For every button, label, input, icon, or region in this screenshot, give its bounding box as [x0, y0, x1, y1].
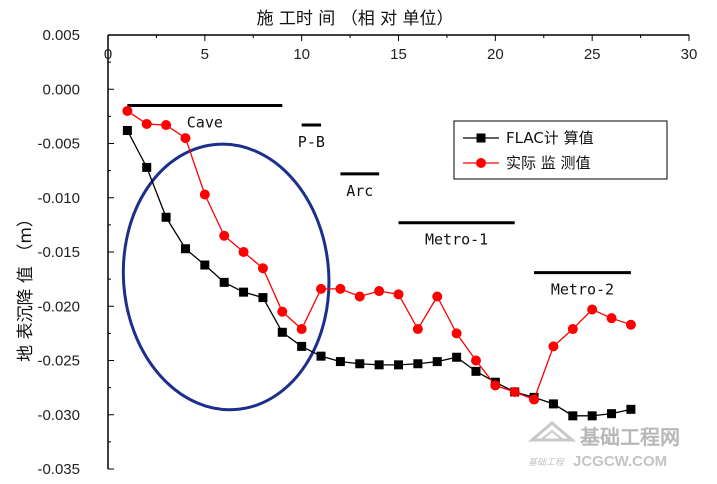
phase-label: Metro-2 [551, 281, 614, 299]
series-2 [122, 105, 636, 405]
y-tick-label: -0.005 [37, 136, 80, 153]
x-tick-label: 10 [293, 46, 310, 63]
data-point [296, 324, 307, 335]
data-series [122, 105, 636, 421]
watermark-logo-icon [527, 421, 577, 442]
data-point [567, 324, 578, 335]
legend-label: FLAC计 算值 [506, 129, 594, 147]
data-point [354, 291, 365, 302]
annotation-ellipse-group [121, 142, 331, 412]
data-point [393, 289, 404, 300]
watermark-title: 基础工程网 [580, 425, 680, 449]
data-point [394, 360, 403, 370]
data-point [180, 244, 190, 254]
data-point [277, 306, 288, 317]
phase-label: Cave [187, 114, 223, 132]
data-point [529, 394, 540, 405]
y-tick-label: -0.035 [37, 461, 80, 478]
watermark-small: 基础工程 [528, 457, 565, 468]
data-point [257, 263, 268, 274]
data-point [412, 324, 423, 335]
phase-label: Metro-1 [425, 231, 488, 249]
data-point [199, 189, 210, 200]
legend-marker [476, 133, 486, 143]
x-tick-label: 0 [104, 46, 112, 63]
data-point [161, 212, 171, 222]
data-point [297, 341, 307, 351]
data-point [316, 351, 326, 361]
data-point [258, 293, 268, 303]
data-point [374, 360, 384, 370]
data-point [200, 260, 210, 270]
data-point [452, 352, 462, 362]
data-point [413, 359, 423, 369]
data-point [141, 118, 152, 129]
watermark: 基础工程网 基础工程 JCGCW.COM [527, 421, 680, 470]
data-point [625, 319, 636, 330]
y-tick-label: 0.000 [42, 81, 80, 98]
x-tick-label: 15 [390, 46, 407, 63]
y-tick-label: -0.030 [37, 407, 80, 424]
data-point [548, 341, 559, 352]
data-point [238, 247, 249, 257]
data-point [219, 230, 230, 241]
data-point [451, 328, 462, 339]
data-point [277, 327, 287, 337]
data-point [335, 357, 345, 367]
data-point [335, 283, 346, 294]
data-point [219, 277, 229, 287]
data-point [122, 125, 132, 135]
data-point [432, 291, 443, 302]
data-point [626, 404, 636, 414]
data-point [316, 283, 327, 294]
construction-phases: Cave P-B Arc Metro-1 Metro-2 [127, 104, 631, 299]
phase-label: P-B [298, 133, 325, 151]
y-axis-title: 地 表沉降 值 （m） [16, 210, 36, 362]
x-tick-label: 5 [201, 46, 209, 63]
data-point [548, 399, 558, 409]
watermark-url: JCGCW.COM [573, 453, 667, 470]
data-point [355, 359, 365, 369]
y-tick-label: -0.010 [37, 190, 80, 207]
data-point [470, 355, 481, 366]
data-point [471, 366, 481, 376]
data-point [239, 287, 249, 297]
data-point [122, 105, 133, 116]
annotation-ellipse [121, 142, 331, 412]
data-point [180, 133, 191, 144]
phase-label: Arc [346, 182, 373, 200]
data-point [568, 411, 578, 421]
data-point [490, 380, 501, 391]
data-point [432, 357, 442, 367]
y-tick-label: 0.005 [42, 27, 80, 44]
legend-marker [476, 158, 486, 168]
axes: 0 5 10 15 20 25 30 0.005 0.000 -0.005 -0.010 -0.015… [37, 27, 697, 478]
y-tick-label: -0.025 [37, 353, 80, 370]
x-tick-label: 25 [584, 46, 601, 63]
data-point [161, 120, 172, 131]
legend-box [453, 120, 668, 180]
data-point [587, 304, 598, 315]
data-point [587, 411, 597, 421]
y-tick-label: -0.015 [37, 244, 80, 261]
x-axis-title: 施 工时 间 （相 对 单位） [256, 9, 453, 29]
data-point [142, 162, 152, 172]
data-point [509, 386, 520, 397]
data-point [374, 286, 385, 297]
x-tick-label: 20 [487, 46, 504, 63]
data-point [607, 409, 617, 419]
data-point [606, 313, 617, 324]
y-tick-label: -0.020 [37, 298, 80, 315]
legend-label: 实际 监 测值 [506, 154, 591, 172]
x-tick-label: 30 [681, 46, 698, 63]
